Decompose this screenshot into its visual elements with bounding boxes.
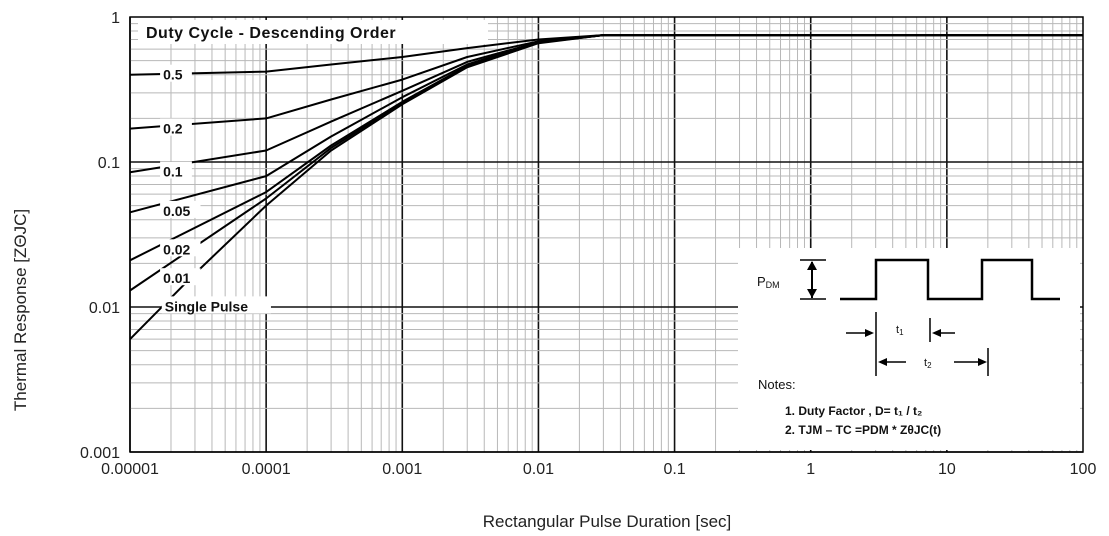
pdm-arrow-head-up [807,261,817,270]
x-tick-label: 0.001 [382,461,422,478]
x-tick-label: 0.01 [523,461,554,478]
series-line [129,34,1083,340]
t1-label: t1 [896,324,904,337]
x-tick-label: 10 [938,461,956,478]
series-label-background [160,64,192,82]
series-label: 0.1 [163,163,183,179]
pdm-label: PDM [757,274,780,290]
plot-frame [129,16,1084,453]
y-tick-label: 1 [111,10,120,27]
notes-title: Notes: [758,377,796,392]
series-label: Single Pulse [165,298,248,314]
inset-background [738,248,1080,450]
series-label: 0.02 [163,241,190,257]
series-label-background [160,268,201,286]
t2-arrow-right-head [978,358,987,366]
t2-arrow-left-head [878,358,887,366]
x-tick-label: 1 [806,461,815,478]
t2-label: t2 [924,357,932,370]
y-tick-label: 0.1 [98,155,120,172]
series-label-background [160,118,192,136]
x-axis-title: Rectangular Pulse Duration [sec] [483,512,732,531]
chart-title: Duty Cycle - Descending Order [146,25,396,42]
y-axis-title: Thermal Response [ZΘJC] [11,209,30,411]
series-label-background [160,239,201,257]
series-label: 0.2 [163,121,183,137]
series-labels: 0.5 0.2 0.1 0.05 0.02 0.01 Single Pulse [160,64,271,314]
y-tick-label: 0.01 [89,300,120,317]
pdm-arrow-head-down [807,289,817,298]
note-temperature: 2. TJM – TC =PDM * ZθJC(t) [785,423,941,437]
chart-title-background [138,20,488,44]
series-lines [129,34,1083,340]
note-duty-factor: 1. Duty Factor , D= t₁ / t₂ [785,404,922,418]
x-tick-label: 0.0001 [242,461,291,478]
t1-arrow-right-head [932,329,941,337]
series-label: 0.05 [163,203,190,219]
t1-arrow-left-head [865,329,874,337]
x-tick-label: 0.00001 [101,461,159,478]
x-tick-label: 100 [1070,461,1097,478]
series-label-background [161,296,271,314]
series-line [129,34,1083,174]
y-tick-label: 0.001 [80,445,120,462]
pulse-waveform [840,258,1060,301]
series-label-background [160,161,192,179]
series-label-background [160,200,201,218]
series-label: 0.5 [163,67,183,83]
series-line [129,34,1083,214]
x-tick-label: 0.1 [663,461,685,478]
duty-cycle-inset: PDM t1 t2 Notes: 1. Duty Factor , D= t₁ … [738,248,1080,450]
tick-labels: 0.00001 0.0001 0.001 0.01 0.1 1 10 100 0.001 0.01… [80,10,1096,478]
series-label: 0.01 [163,270,190,286]
